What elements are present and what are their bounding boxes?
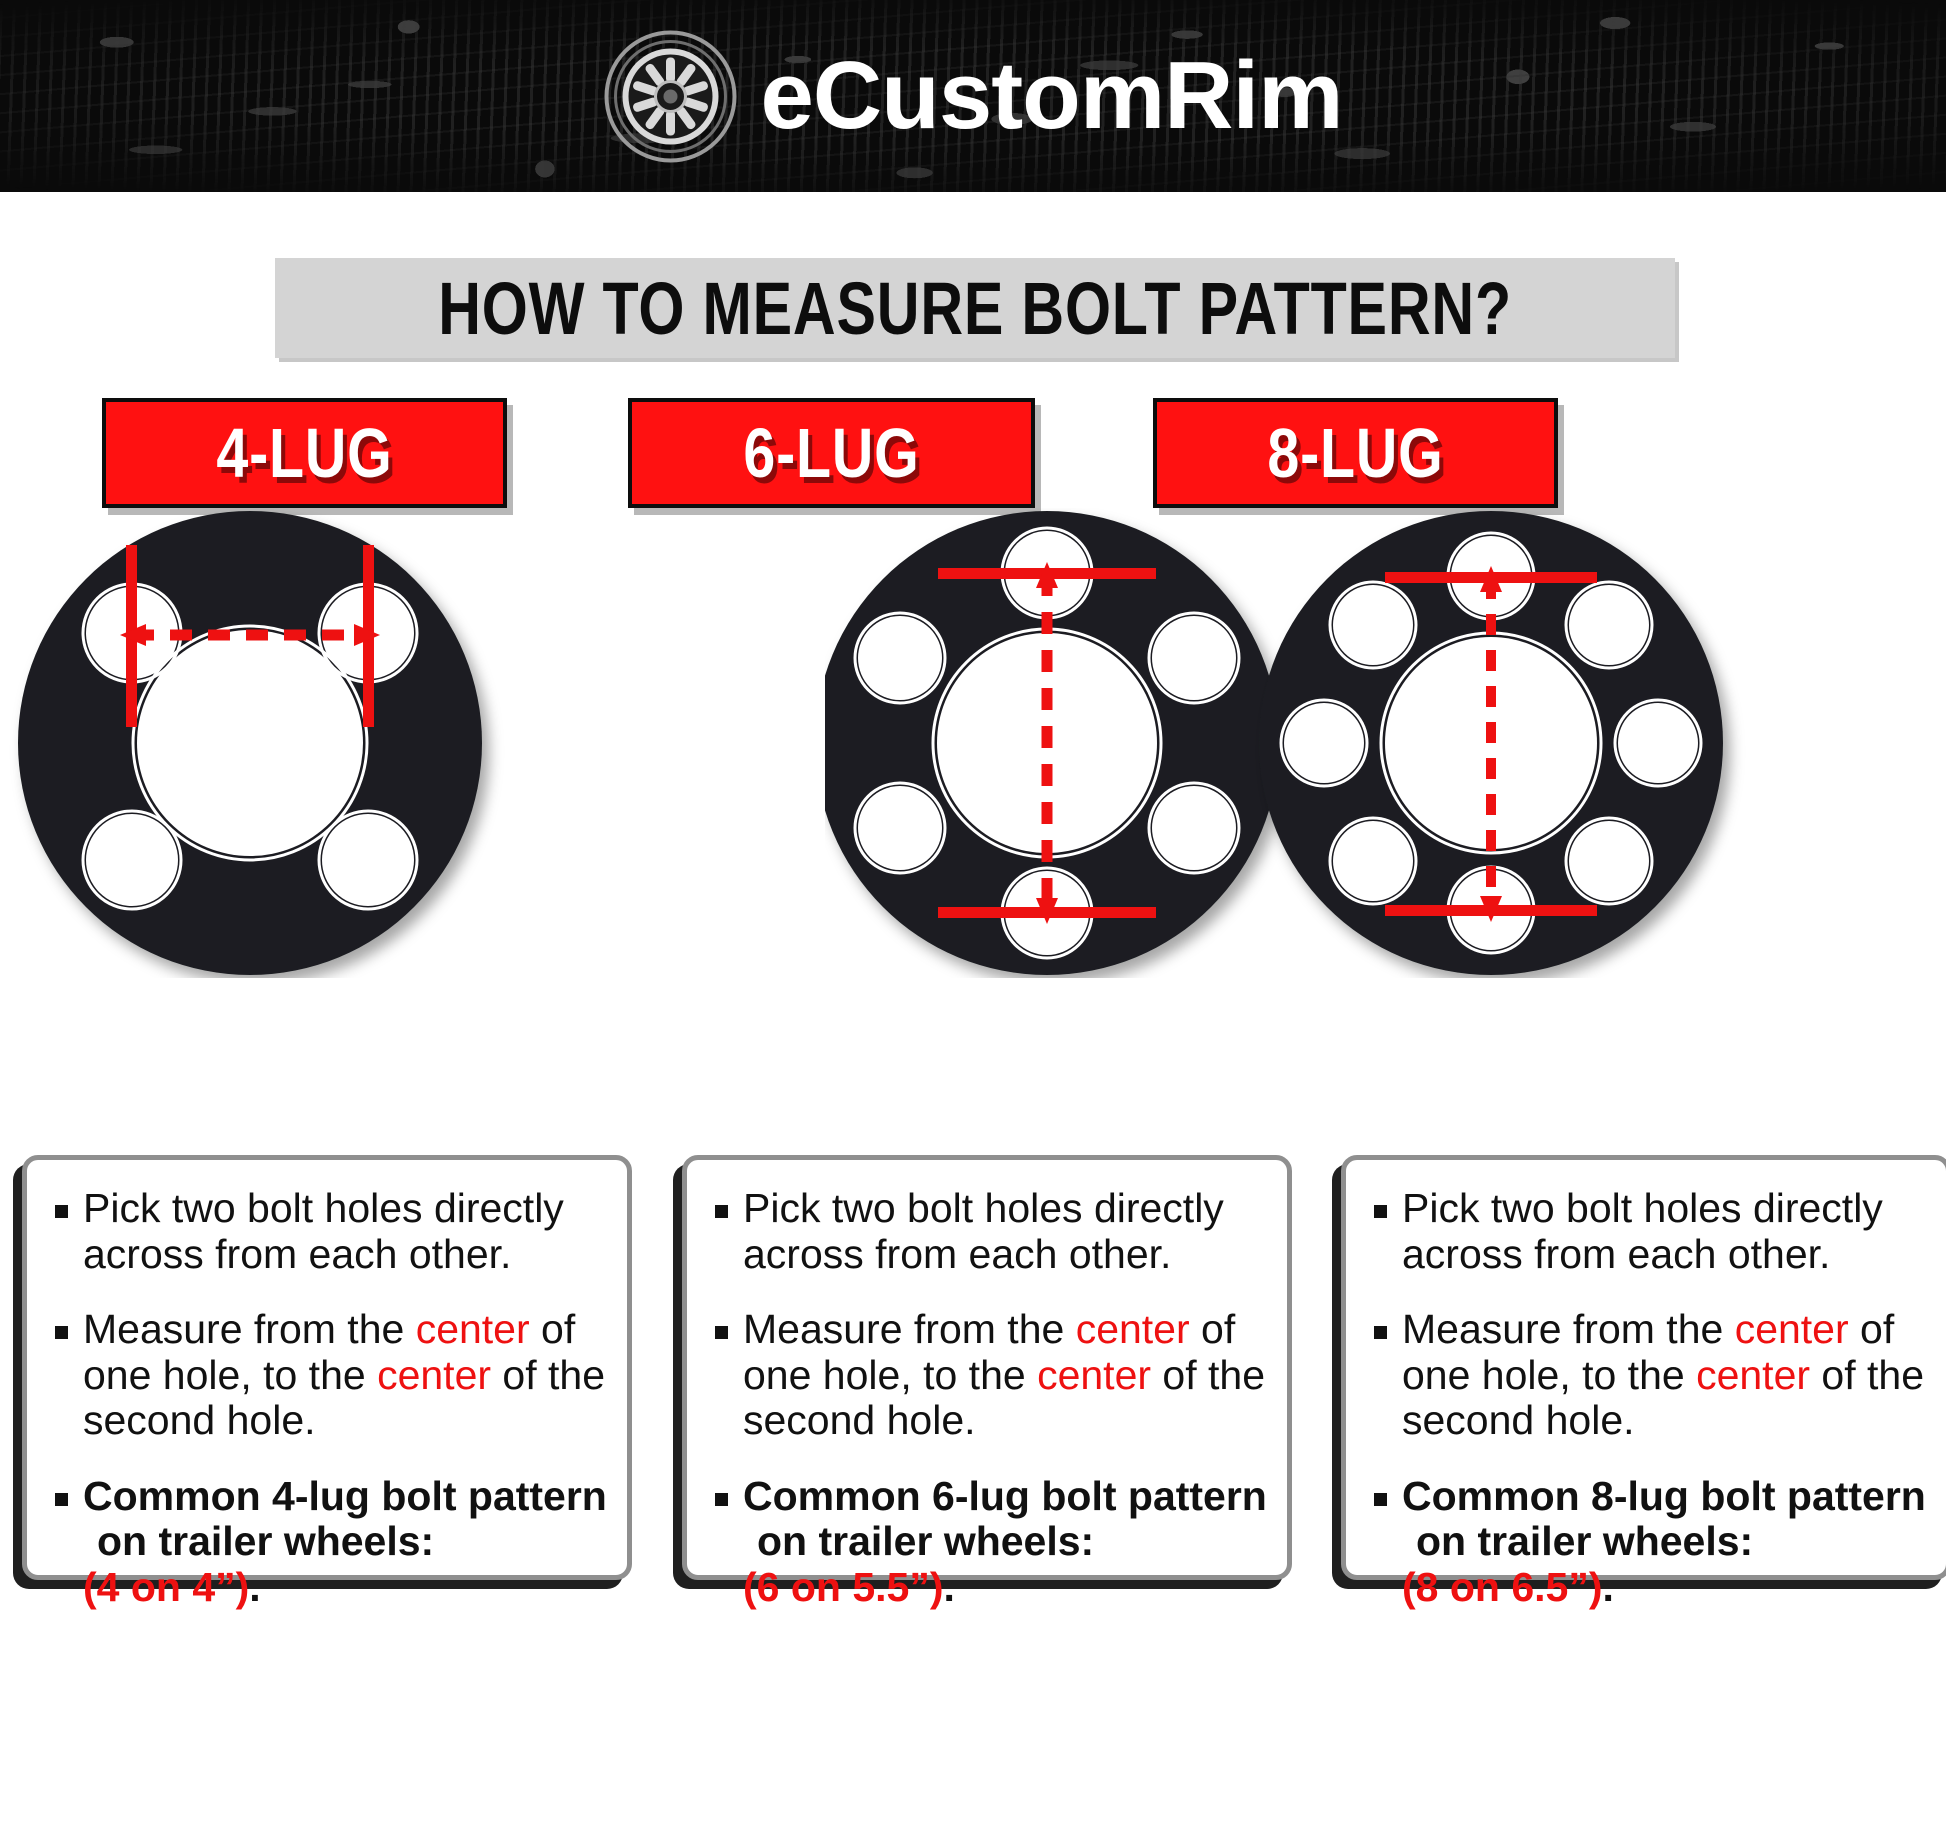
bullet-text: Measure from the — [83, 1306, 416, 1352]
lug-label-8: 8-LUG — [1267, 414, 1444, 492]
bullet-text: Common 6-lug bolt pattern — [743, 1472, 1267, 1519]
eight-lug-wheel-diagram — [1259, 511, 1723, 975]
grunge-texture-background — [0, 0, 1946, 192]
page-title: HOW TO MEASURE BOLT PATTERN? — [438, 266, 1512, 350]
bullet-text: of one hole, to the — [1402, 1306, 1895, 1398]
highlight-text: center — [1734, 1306, 1849, 1352]
logo-lockup: eCustomRim — [0, 0, 1946, 192]
highlight-text: center — [415, 1306, 530, 1352]
bullet-text: on trailer wheels: — [757, 1518, 1095, 1564]
bullet-list-8-lug: Pick two bolt holes directly across from… — [1368, 1185, 1928, 1611]
column-4-lug: 4-LUG — [14, 398, 614, 978]
bullet-common-pattern: Common 8-lug bolt pattern on trailer whee… — [1368, 1472, 1928, 1611]
bullet-text: on trailer wheels: — [1416, 1518, 1754, 1564]
bullet-text: of the second hole. — [743, 1351, 1266, 1443]
bullet-text: of one hole, to the — [743, 1306, 1236, 1398]
bullet-pick-holes: Pick two bolt holes directly across from… — [49, 1185, 609, 1277]
lug-label-4: 4-LUG — [216, 414, 393, 492]
bullet-text: of the second hole. — [1402, 1351, 1925, 1443]
bullet-measure-center: Measure from the center of one hole, to … — [709, 1306, 1269, 1444]
highlight-text: center — [1696, 1351, 1811, 1398]
column-8-lug: 8-LUG — [1153, 398, 1933, 978]
bullet-measure-center: Measure from the center of one hole, to … — [1368, 1306, 1928, 1444]
bullet-text: Common 8-lug bolt pattern — [1402, 1472, 1926, 1519]
bullet-text: of one hole, to the — [83, 1306, 576, 1398]
bullet-pick-holes: Pick two bolt holes directly across from… — [709, 1185, 1269, 1277]
grunge-texture-overlay — [0, 0, 1946, 192]
bullet-text: Common 4-lug bolt pattern — [83, 1472, 607, 1519]
wheel-diagram-slot-6 — [673, 508, 1279, 978]
info-box-8-lug: Pick two bolt holes directly across from… — [1341, 1155, 1946, 1609]
bullet-text: Pick two bolt holes directly across from… — [83, 1185, 564, 1277]
highlight-text: center — [1075, 1306, 1190, 1352]
info-box-6-lug: Pick two bolt holes directly across from… — [682, 1155, 1292, 1609]
bullet-text: Pick two bolt holes directly across from… — [743, 1185, 1224, 1277]
highlight-text: center — [1037, 1351, 1152, 1398]
brand-header: eCustomRim — [0, 0, 1946, 192]
six-lug-wheel-diagram — [825, 511, 1279, 975]
bullet-text: Measure from the — [1402, 1306, 1735, 1352]
bullet-pick-holes: Pick two bolt holes directly across from… — [1368, 1185, 1928, 1277]
wheel-diagram-slot-4 — [14, 508, 614, 978]
bullet-text: of the second hole. — [83, 1351, 606, 1443]
bullet-list-4-lug: Pick two bolt holes directly across from… — [49, 1185, 609, 1611]
bullet-text: . — [943, 1563, 955, 1610]
four-lug-wheel-diagram — [18, 511, 482, 975]
bullet-text: Measure from the — [743, 1306, 1076, 1352]
lug-banner-4: 4-LUG — [102, 398, 507, 508]
lug-label-6: 6-LUG — [743, 414, 920, 492]
bullet-text: Pick two bolt holes directly across from… — [1402, 1185, 1883, 1277]
pattern-value: (4 on 4”) — [83, 1563, 250, 1610]
bullet-text: on trailer wheels: — [97, 1518, 435, 1564]
column-6-lug: 6-LUG — [628, 398, 1279, 978]
lug-banner-6: 6-LUG — [628, 398, 1035, 508]
highlight-text: center — [377, 1351, 492, 1398]
bullet-common-pattern: Common 6-lug bolt pattern on trailer whee… — [709, 1472, 1269, 1611]
lug-banner-8: 8-LUG — [1153, 398, 1558, 508]
pattern-value: (8 on 6.5”) — [1402, 1563, 1603, 1610]
pattern-value: (6 on 5.5”) — [743, 1563, 944, 1610]
bullet-text: . — [249, 1563, 261, 1610]
wheel-rim-icon — [603, 29, 738, 164]
brand-name: eCustomRim — [760, 42, 1343, 149]
page-title-banner: HOW TO MEASURE BOLT PATTERN? — [275, 258, 1675, 358]
bullet-common-pattern: Common 4-lug bolt pattern on trailer whee… — [49, 1472, 609, 1611]
bullet-measure-center: Measure from the center of one hole, to … — [49, 1306, 609, 1444]
wheel-diagram-slot-8 — [1259, 508, 1933, 978]
bullet-list-6-lug: Pick two bolt holes directly across from… — [709, 1185, 1269, 1611]
info-box-4-lug: Pick two bolt holes directly across from… — [22, 1155, 632, 1609]
bullet-text: . — [1602, 1563, 1614, 1610]
